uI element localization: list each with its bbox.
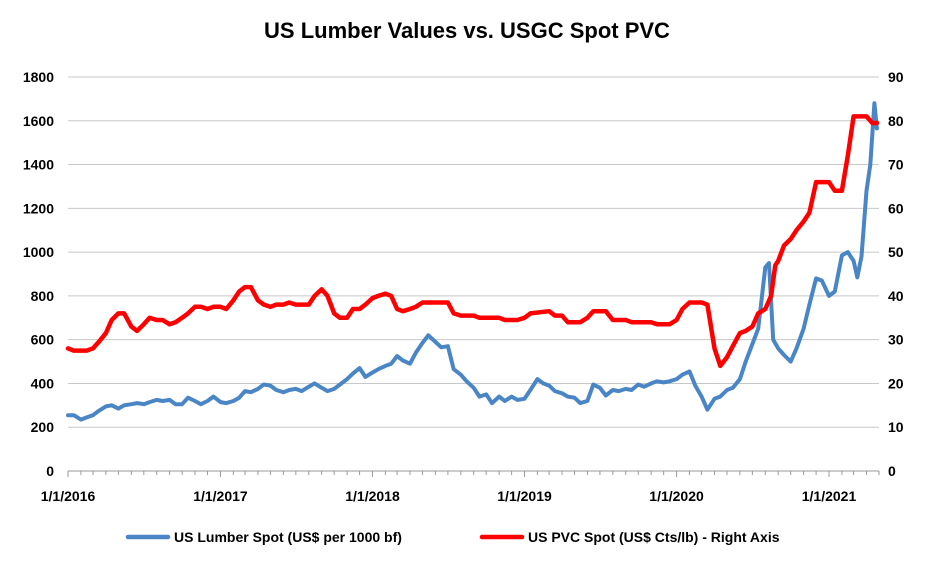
- y-right-tick-label: 50: [888, 244, 904, 260]
- y-left-tick-label: 0: [46, 463, 54, 479]
- x-tick-label: 1/1/2018: [345, 488, 400, 504]
- y-right-tick-label: 70: [888, 157, 904, 173]
- chart-title: US Lumber Values vs. USGC Spot PVC: [264, 18, 670, 43]
- x-tick-label: 1/1/2016: [41, 488, 96, 504]
- legend-label: US Lumber Spot (US$ per 1000 bf): [174, 529, 402, 545]
- y-right-tick-label: 20: [888, 375, 904, 391]
- y-right-tick-label: 30: [888, 332, 904, 348]
- y-right-tick-label: 80: [888, 113, 904, 129]
- y-right-tick-label: 10: [888, 419, 904, 435]
- series-layer: [65, 101, 880, 422]
- y-right-tick-label: 40: [888, 288, 904, 304]
- x-tick-label: 1/1/2017: [193, 488, 248, 504]
- y-right-tick-label: 60: [888, 200, 904, 216]
- y-right-tick-label: 0: [888, 463, 896, 479]
- y-left-tick-label: 200: [31, 419, 55, 435]
- y-left-tick-label: 1200: [23, 200, 54, 216]
- x-tick-label: 1/1/2021: [802, 488, 857, 504]
- y-left-tick-label: 600: [31, 332, 55, 348]
- axes: 0 200 400 600 800 1000 1200 1400 1600 1800 0 10 20 30…: [23, 69, 904, 504]
- y-right-tick-label: 90: [888, 69, 904, 85]
- x-tick-label: 1/1/2020: [649, 488, 704, 504]
- y-left-tick-label: 800: [31, 288, 55, 304]
- lumber-series-line: [66, 101, 879, 422]
- y-left-tick-label: 400: [31, 375, 55, 391]
- x-tick-label: 1/1/2019: [497, 488, 552, 504]
- y-left-tick-label: 1000: [23, 244, 54, 260]
- legend: US Lumber Spot (US$ per 1000 bf) US PVC S…: [125, 529, 780, 545]
- legend-label: US PVC Spot (US$ Cts/lb) - Right Axis: [528, 529, 780, 545]
- grid-lines: [68, 76, 879, 428]
- y-left-tick-label: 1800: [23, 69, 54, 85]
- y-left-tick-label: 1600: [23, 113, 54, 129]
- y-left-tick-label: 1400: [23, 157, 54, 173]
- pvc-series-line: [65, 114, 880, 369]
